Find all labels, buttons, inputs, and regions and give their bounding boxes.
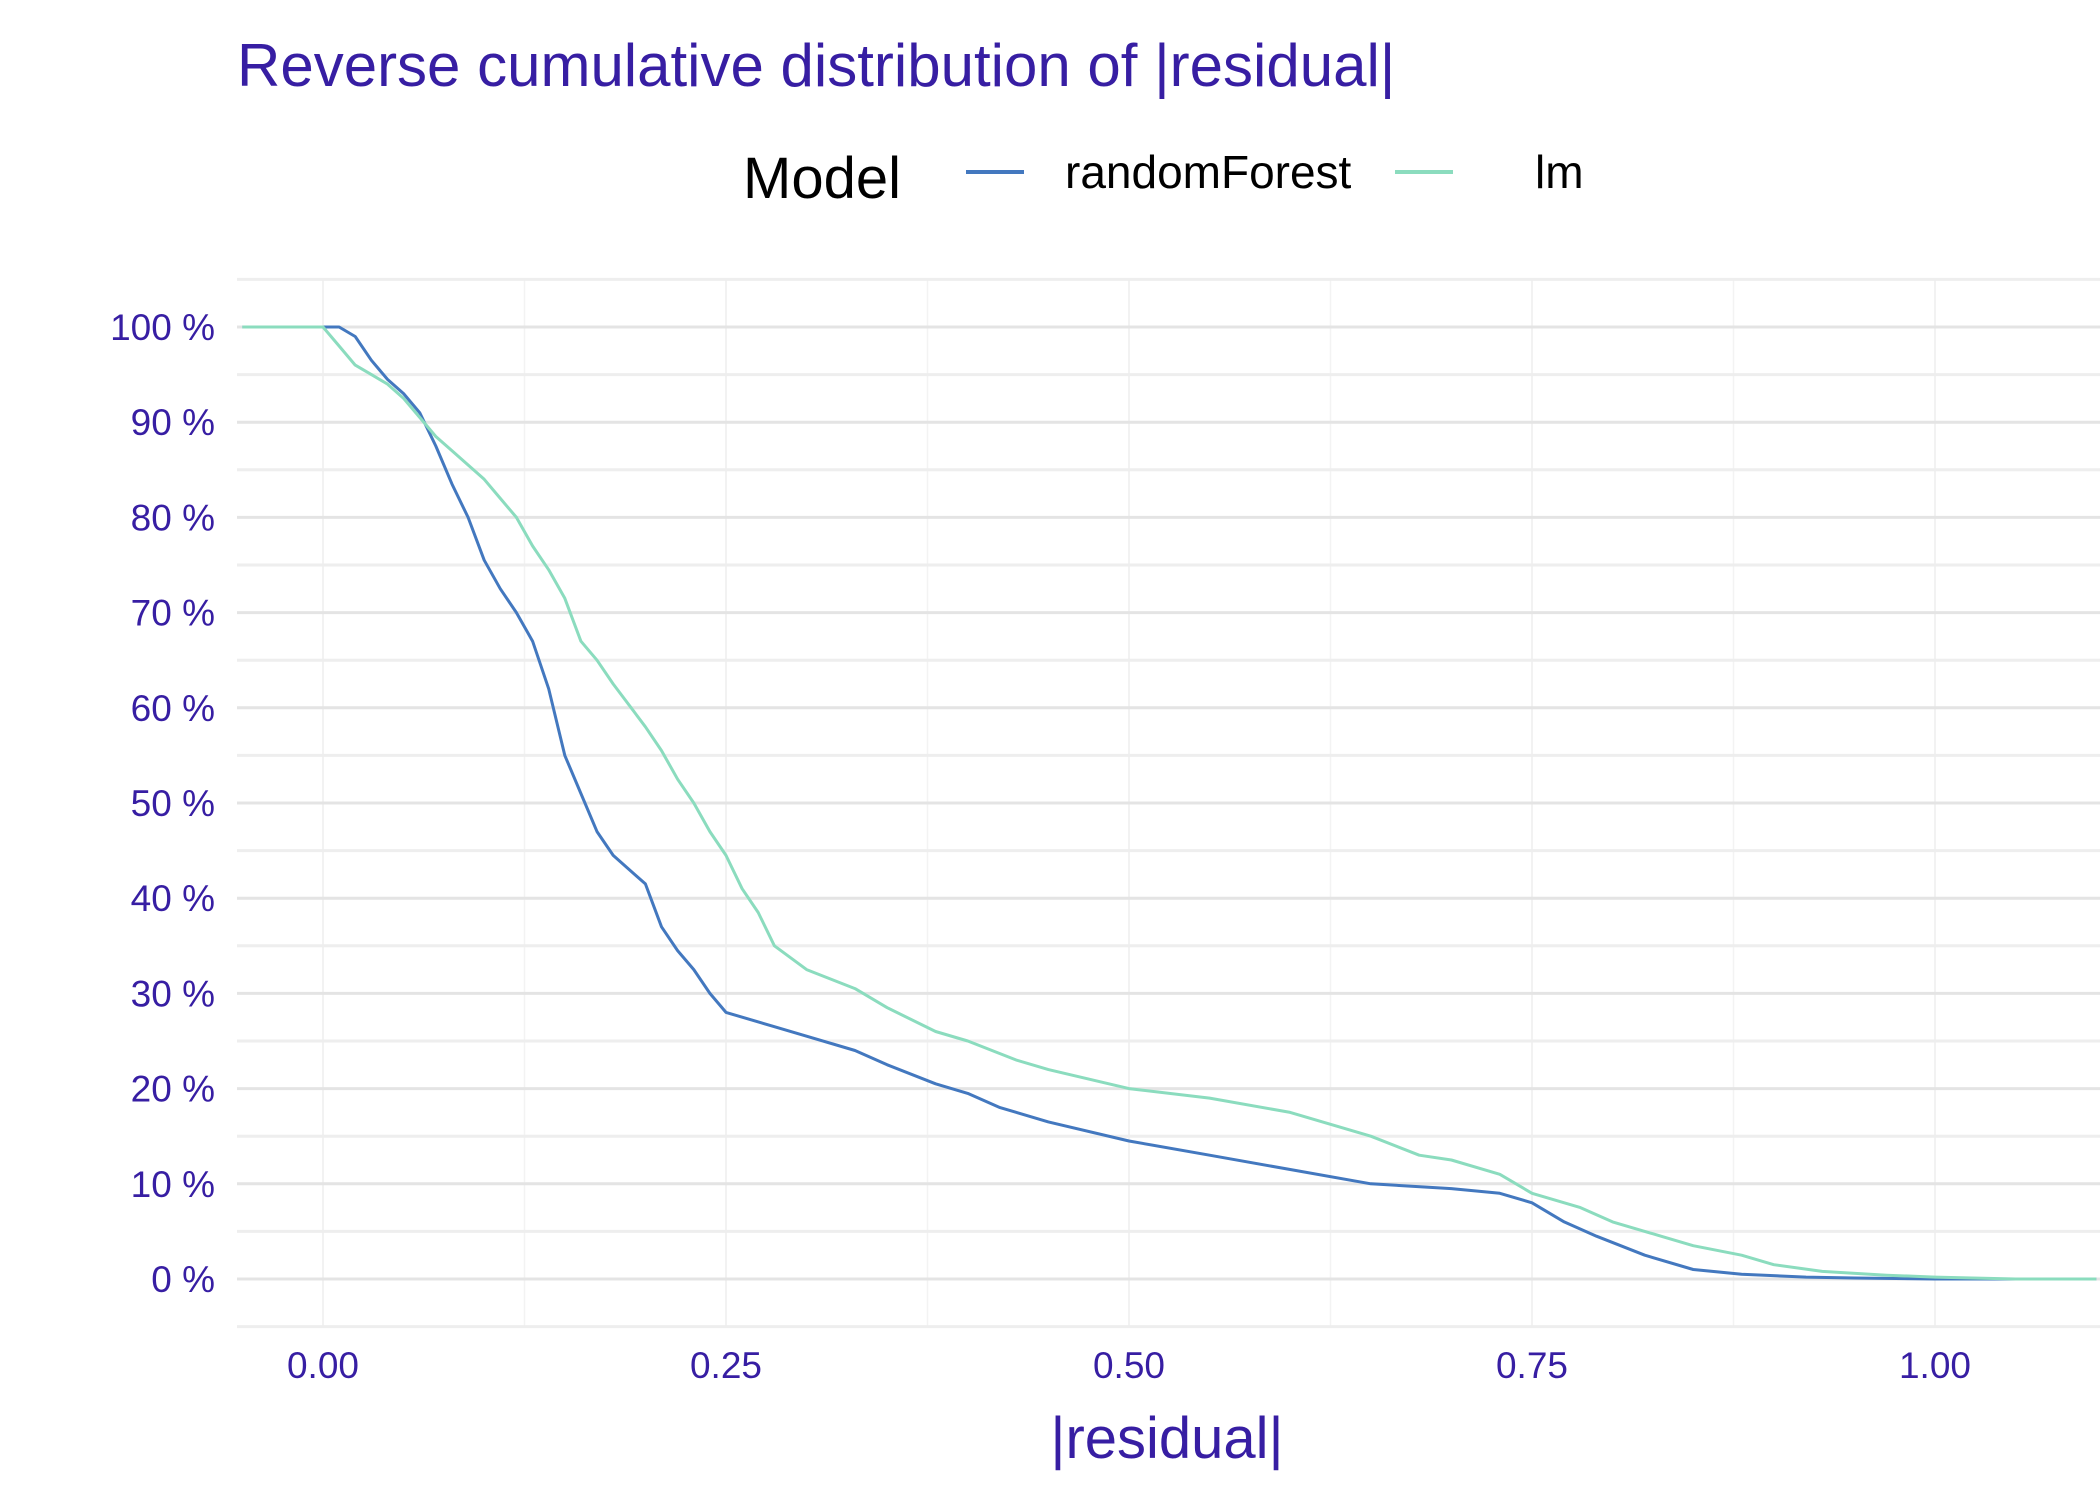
grid [237,277,2100,1329]
x-tick-label: 0.75 [1496,1345,1568,1386]
legend: Model randomForest lm [743,146,1584,211]
x-tick-label: 0.50 [1093,1345,1165,1386]
x-axis: 0.00 0.25 0.50 0.75 1.00 [287,1345,1971,1386]
legend-label-randomForest: randomForest [1065,146,1352,198]
y-axis: 0 % 10 % 20 % 30 % 40 % 50 % 60 % 70 % 80 % 90 % 1… [110,307,215,1300]
legend-title: Model [743,146,901,211]
y-tick-label: 40 % [131,878,215,919]
series-line-randomForest [242,325,2097,1281]
series-lines [242,325,2097,1281]
x-tick-label: 0.25 [690,1345,762,1386]
y-tick-label: 0 % [151,1259,215,1300]
y-tick-label: 50 % [131,783,215,824]
y-tick-label: 90 % [131,402,215,443]
x-tick-label: 0.00 [287,1345,359,1386]
y-tick-label: 80 % [131,497,215,538]
y-tick-label: 70 % [131,593,215,634]
x-tick-label: 1.00 [1899,1345,1971,1386]
y-tick-label: 30 % [131,973,215,1014]
y-tick-label: 100 % [110,307,215,348]
series-line-lm [242,325,2097,1281]
legend-label-lm: lm [1535,146,1584,198]
y-tick-label: 20 % [131,1069,215,1110]
y-tick-label: 10 % [131,1164,215,1205]
x-axis-title: |residual| [1050,1406,1283,1471]
chart-title: Reverse cumulative distribution of |resi… [237,32,1395,99]
y-tick-label: 60 % [131,688,215,729]
